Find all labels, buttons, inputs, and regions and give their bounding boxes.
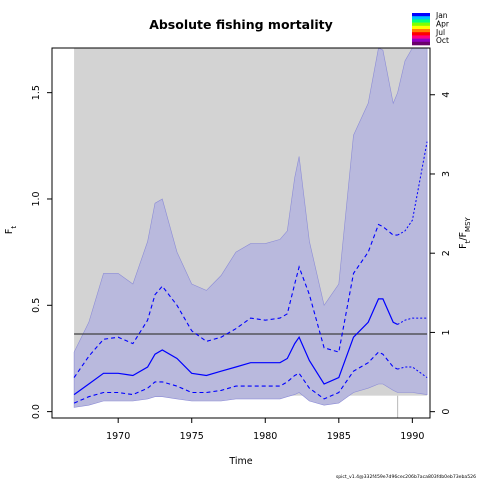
ci-upper-extrapolation xyxy=(397,141,428,236)
y2-axis-label-tail-sub: MSY xyxy=(464,216,472,231)
y-axis-label-sub: t xyxy=(10,226,18,229)
x-tick-label: 1990 xyxy=(400,431,424,442)
x-axis: 1970 1975 1980 1985 1990 xyxy=(106,418,424,442)
plot-frame xyxy=(51,47,431,419)
y-tick-label: 0.5 xyxy=(31,298,42,313)
y2-tick-label: 3 xyxy=(441,171,452,177)
legend-color-swatch xyxy=(412,16,430,20)
y2-tick-label: 1 xyxy=(441,329,452,335)
y2-axis-label: Ft/FMSY xyxy=(458,216,472,248)
y2-tick-label: 0 xyxy=(441,409,452,415)
legend-color-swatch xyxy=(412,41,430,46)
legend-color-swatch xyxy=(412,25,430,30)
outer-band xyxy=(73,47,428,408)
chart-title: Absolute fishing mortality xyxy=(149,17,333,32)
y2-axis-label-tail: /F xyxy=(458,232,469,241)
x-tick-label: 1970 xyxy=(106,431,130,442)
legend-color-swatch xyxy=(412,29,430,33)
legend-label: Oct xyxy=(436,36,449,45)
ci-lower-line xyxy=(73,351,398,404)
y2-axis-label-main: F xyxy=(458,243,469,248)
ci-lower-extrapolation xyxy=(397,366,428,379)
legend-label: Apr xyxy=(436,19,450,28)
footer-version: spict_v1.4@332f459e7d96cec206b7aca803fdb… xyxy=(336,474,476,480)
legend-label: Jan xyxy=(435,11,448,20)
median-line xyxy=(73,298,398,396)
y2-tick-label: 2 xyxy=(441,250,452,256)
median-extrapolation xyxy=(397,317,428,325)
y-axis: 0.0 0.5 1.0 1.5 xyxy=(31,85,52,419)
y2-tick-label: 4 xyxy=(441,92,452,98)
x-tick-label: 1980 xyxy=(253,431,277,442)
legend-color-swatch xyxy=(412,22,430,27)
plot-area xyxy=(51,47,431,419)
y-tick-label: 0.0 xyxy=(31,404,42,419)
x-tick-label: 1985 xyxy=(327,431,351,442)
legend-color-swatch xyxy=(412,38,430,43)
legend-color-swatch xyxy=(412,35,430,39)
legend-color-swatch xyxy=(412,32,430,36)
y-axis-label: Ft xyxy=(4,226,18,234)
legend-color-swatch xyxy=(412,13,430,17)
legend-color-swatch xyxy=(412,19,430,23)
x-axis-label: Time xyxy=(228,456,252,467)
y2-axis-label-sub: t xyxy=(464,240,472,243)
y-tick-label: 1.0 xyxy=(31,191,42,206)
x-tick-label: 1975 xyxy=(180,431,204,442)
y-axis-label-main: F xyxy=(4,229,15,234)
y2-axis: 0 1 2 3 4 xyxy=(430,92,452,415)
ci-upper-line xyxy=(73,223,398,378)
legend-label: Jul xyxy=(435,28,445,37)
y-tick-label: 1.5 xyxy=(31,85,42,100)
